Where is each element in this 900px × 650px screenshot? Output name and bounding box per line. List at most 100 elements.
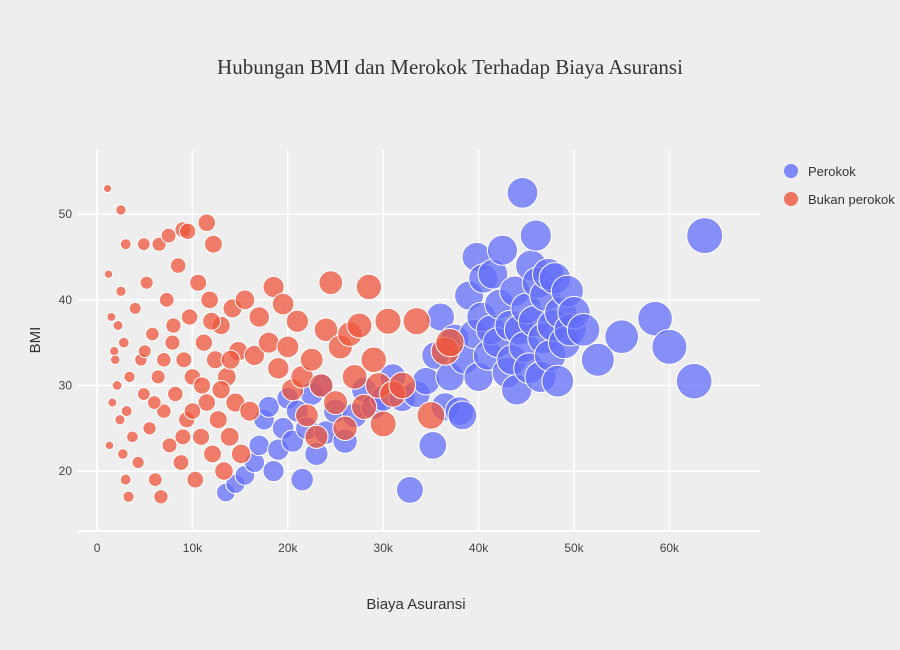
point-bukan-perokok[interactable] <box>102 183 113 194</box>
point-bukan-perokok[interactable] <box>123 370 136 384</box>
point-bukan-perokok[interactable] <box>183 402 202 420</box>
point-bukan-perokok[interactable] <box>299 347 324 372</box>
point-bukan-perokok[interactable] <box>156 403 172 419</box>
point-bukan-perokok[interactable] <box>435 327 465 358</box>
point-bukan-perokok[interactable] <box>117 336 130 349</box>
point-perokok[interactable] <box>675 362 713 400</box>
point-bukan-perokok[interactable] <box>248 306 270 328</box>
point-bukan-perokok[interactable] <box>219 426 240 447</box>
point-bukan-perokok[interactable] <box>202 311 221 331</box>
point-perokok[interactable] <box>290 467 314 492</box>
point-bukan-perokok[interactable] <box>346 312 373 339</box>
point-bukan-perokok[interactable] <box>128 301 142 315</box>
point-perokok[interactable] <box>248 434 270 457</box>
point-bukan-perokok[interactable] <box>180 308 199 326</box>
point-bukan-perokok[interactable] <box>112 320 124 331</box>
point-bukan-perokok[interactable] <box>107 397 118 408</box>
point-bukan-perokok[interactable] <box>165 317 182 334</box>
point-bukan-perokok[interactable] <box>160 227 177 244</box>
point-bukan-perokok[interactable] <box>276 335 300 359</box>
point-bukan-perokok[interactable] <box>146 395 162 410</box>
point-perokok[interactable] <box>418 431 448 460</box>
point-bukan-perokok[interactable] <box>351 393 378 420</box>
point-bukan-perokok[interactable] <box>332 415 358 441</box>
point-bukan-perokok[interactable] <box>109 346 120 357</box>
point-bukan-perokok[interactable] <box>262 275 285 299</box>
point-bukan-perokok[interactable] <box>211 380 231 400</box>
point-bukan-perokok[interactable] <box>161 437 178 454</box>
point-bukan-perokok[interactable] <box>164 334 181 351</box>
point-bukan-perokok[interactable] <box>150 369 166 385</box>
point-bukan-perokok[interactable] <box>203 234 223 254</box>
point-bukan-perokok[interactable] <box>304 424 329 449</box>
point-bukan-perokok[interactable] <box>189 273 208 292</box>
point-bukan-perokok[interactable] <box>119 473 132 486</box>
point-bukan-perokok[interactable] <box>203 444 222 464</box>
point-bukan-perokok[interactable] <box>295 403 319 428</box>
point-bukan-perokok[interactable] <box>318 270 344 296</box>
point-bukan-perokok[interactable] <box>267 357 290 380</box>
point-bukan-perokok[interactable] <box>136 387 151 401</box>
point-bukan-perokok[interactable] <box>111 380 123 391</box>
point-bukan-perokok[interactable] <box>126 430 139 444</box>
point-perokok[interactable] <box>519 219 552 252</box>
point-bukan-perokok[interactable] <box>136 237 151 252</box>
point-bukan-perokok[interactable] <box>156 351 172 368</box>
point-bukan-perokok[interactable] <box>374 307 402 335</box>
point-perokok[interactable] <box>257 395 280 418</box>
point-bukan-perokok[interactable] <box>139 275 154 290</box>
point-bukan-perokok[interactable] <box>174 428 192 446</box>
point-bukan-perokok[interactable] <box>167 385 184 403</box>
point-bukan-perokok[interactable] <box>230 443 252 465</box>
point-bukan-perokok[interactable] <box>192 376 212 395</box>
point-perokok[interactable] <box>604 319 640 354</box>
point-perokok[interactable] <box>262 459 285 483</box>
point-perokok[interactable] <box>411 366 441 396</box>
point-bukan-perokok[interactable] <box>122 490 135 503</box>
point-perokok[interactable] <box>566 313 601 347</box>
point-bukan-perokok[interactable] <box>355 273 383 301</box>
point-bukan-perokok[interactable] <box>191 427 211 446</box>
point-bukan-perokok[interactable] <box>285 309 310 333</box>
point-bukan-perokok[interactable] <box>186 470 205 489</box>
point-perokok[interactable] <box>637 300 673 337</box>
point-bukan-perokok[interactable] <box>257 331 280 354</box>
point-bukan-perokok[interactable] <box>402 307 431 336</box>
point-bukan-perokok[interactable] <box>341 363 368 390</box>
point-bukan-perokok[interactable] <box>119 238 132 251</box>
point-bukan-perokok[interactable] <box>117 448 129 460</box>
point-bukan-perokok[interactable] <box>214 461 234 481</box>
point-bukan-perokok[interactable] <box>115 285 127 297</box>
point-perokok[interactable] <box>686 217 724 255</box>
point-bukan-perokok[interactable] <box>208 410 228 430</box>
point-bukan-perokok[interactable] <box>147 472 163 488</box>
legend-item-perokok[interactable]: Perokok <box>784 164 856 179</box>
point-perokok[interactable] <box>486 234 518 266</box>
point-perokok[interactable] <box>447 400 478 431</box>
point-bukan-perokok[interactable] <box>158 291 175 308</box>
point-bukan-perokok[interactable] <box>220 349 241 370</box>
point-bukan-perokok[interactable] <box>103 269 114 279</box>
point-bukan-perokok[interactable] <box>169 257 187 274</box>
point-bukan-perokok[interactable] <box>172 454 190 471</box>
point-perokok[interactable] <box>541 364 575 398</box>
point-bukan-perokok[interactable] <box>153 489 169 505</box>
point-bukan-perokok[interactable] <box>137 344 152 359</box>
point-bukan-perokok[interactable] <box>131 455 145 470</box>
point-perokok[interactable] <box>506 176 539 209</box>
point-bukan-perokok[interactable] <box>197 393 217 412</box>
point-bukan-perokok[interactable] <box>106 312 117 322</box>
point-bukan-perokok[interactable] <box>360 346 387 374</box>
point-bukan-perokok[interactable] <box>197 213 217 233</box>
point-bukan-perokok[interactable] <box>323 390 349 416</box>
point-bukan-perokok[interactable] <box>234 289 256 311</box>
point-bukan-perokok[interactable] <box>109 354 121 366</box>
point-perokok[interactable] <box>395 475 424 504</box>
point-bukan-perokok[interactable] <box>114 414 126 426</box>
point-bukan-perokok[interactable] <box>120 405 133 418</box>
point-bukan-perokok[interactable] <box>142 421 157 436</box>
point-bukan-perokok[interactable] <box>416 401 446 430</box>
point-bukan-perokok[interactable] <box>200 290 220 310</box>
point-bukan-perokok[interactable] <box>194 333 214 352</box>
point-bukan-perokok[interactable] <box>179 222 197 241</box>
